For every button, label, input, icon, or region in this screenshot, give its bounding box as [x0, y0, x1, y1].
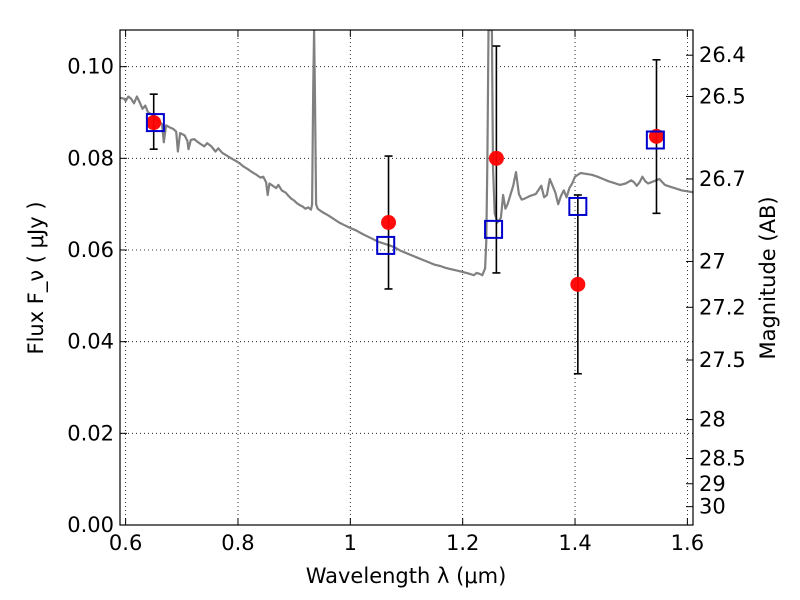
magnitude-tick-label: 27 — [699, 249, 726, 273]
x-tick-label: 1.4 — [558, 531, 591, 555]
y-axis-right-label: Magnitude (AB) — [756, 196, 780, 359]
model-point — [645, 130, 665, 150]
model-points — [145, 113, 665, 255]
magnitude-tick-label: 27.2 — [699, 295, 746, 319]
magnitude-tick-label: 26.4 — [699, 43, 746, 67]
observed-point — [570, 276, 586, 292]
magnitude-tick-label: 28.5 — [699, 447, 746, 471]
x-axis-label: Wavelength λ (μm) — [306, 564, 507, 588]
y-tick-label: 0.02 — [67, 421, 114, 445]
x-tick-label: 0.6 — [109, 531, 142, 555]
magnitude-tick-label: 26.7 — [699, 167, 746, 191]
model-point — [484, 219, 504, 239]
x-tick-label: 0.8 — [221, 531, 254, 555]
model-point — [568, 196, 588, 216]
axes-frame — [119, 29, 694, 526]
y-tick-label: 0.10 — [67, 55, 114, 79]
magnitude-tick-label: 29 — [699, 472, 726, 496]
spectrum-line — [120, 30, 693, 277]
error-bars — [149, 45, 661, 375]
magnitude-tick-label: 27.5 — [699, 348, 746, 372]
observed-point — [146, 115, 162, 131]
grid — [120, 30, 693, 526]
magnitude-tick-label: 26.5 — [699, 84, 746, 108]
axis-labels: Wavelength λ (μm) Flux F_ν ( μJy ) Magni… — [24, 196, 780, 588]
ticks: 0.6 0.8 1 1.2 1.4 1.6 0.00 0.02 0.04 0.06 0.08 0.10… — [67, 30, 746, 555]
observed-point — [381, 215, 397, 230]
x-tick-label: 1.6 — [671, 531, 704, 555]
y-tick-label: 0.00 — [67, 513, 114, 537]
magnitude-tick-label: 30 — [699, 495, 726, 519]
x-tick-label: 1.2 — [446, 531, 479, 555]
y-tick-label: 0.06 — [67, 238, 114, 262]
y-tick-label: 0.08 — [67, 146, 114, 170]
y-tick-label: 0.04 — [67, 330, 114, 354]
model-point — [376, 235, 396, 255]
model-spectrum — [120, 30, 693, 277]
observed-point — [488, 150, 504, 166]
plot-frame — [119, 29, 694, 526]
y-axis-label: Flux F_ν ( μJy ) — [24, 201, 49, 354]
x-tick-label: 1 — [344, 531, 357, 555]
observed-points — [146, 115, 664, 292]
magnitude-tick-label: 28 — [699, 408, 726, 432]
observed-point — [648, 128, 664, 144]
model-point — [145, 113, 165, 133]
